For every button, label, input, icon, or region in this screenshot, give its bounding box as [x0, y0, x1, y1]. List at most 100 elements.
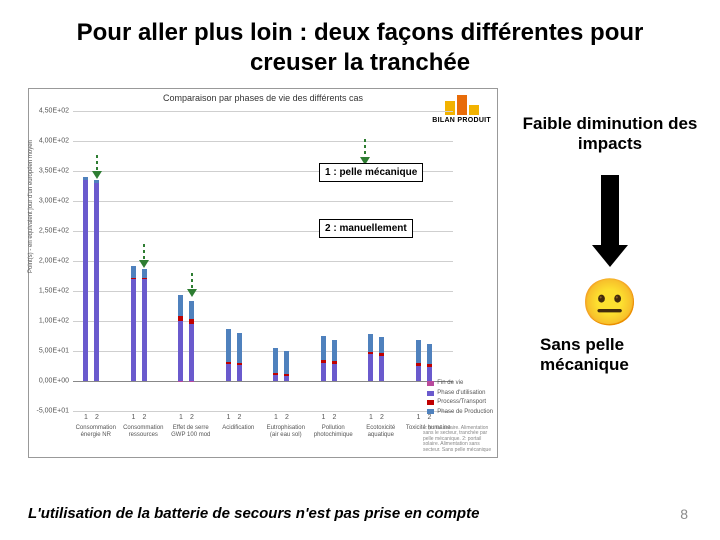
y-tick-label: 1,50E+02 [31, 288, 69, 295]
chart-bar [368, 352, 373, 354]
page-title: Pour aller plus loin : deux façons diffé… [0, 0, 720, 88]
chart-bar [226, 329, 231, 362]
faible-text: Faible diminution des impacts [520, 114, 700, 155]
sub-bar-index: 2 [377, 414, 387, 421]
chart-bar [321, 363, 326, 381]
chart-bar [332, 361, 337, 364]
chart-bar [427, 344, 432, 364]
category-label: Eutrophisation (air eau sol) [263, 425, 309, 438]
category-label: Effet de serre GWP 100 mod [168, 425, 214, 438]
y-tick-label: 3,00E+02 [31, 198, 69, 205]
chart-bar [273, 348, 278, 373]
y-tick-label: 0,00E+00 [31, 378, 69, 385]
sub-bar-index: 1 [223, 414, 233, 421]
grid-line [73, 141, 453, 142]
y-tick-label: 5,00E+01 [31, 348, 69, 355]
chart-bar [237, 363, 242, 365]
green-arrow-icon [92, 171, 102, 179]
chart-bar [94, 180, 99, 183]
chart-bar [321, 336, 326, 360]
y-tick-label: 3,50E+02 [31, 168, 69, 175]
y-tick-label: -5,00E+01 [31, 408, 69, 415]
grid-line [73, 111, 453, 112]
chart-bar [427, 364, 432, 367]
chart-plot-area: -5,00E+010,00E+005,00E+011,00E+021,50E+0… [73, 111, 453, 411]
chart-bar [226, 362, 231, 364]
green-arrow-icon [139, 260, 149, 268]
category-label: Ecotoxicité aquatique [358, 425, 404, 438]
sans-pelle-text: Sans pelle mécanique [520, 335, 700, 376]
chart-container: Comparaison par phases de vie des différ… [28, 88, 498, 458]
chart-bar [416, 340, 421, 363]
grid-line [73, 201, 453, 202]
sub-bar-index: 2 [139, 414, 149, 421]
sub-bar-index: 1 [413, 414, 423, 421]
y-tick-label: 1,00E+02 [31, 318, 69, 325]
sub-bar-index: 1 [366, 414, 376, 421]
chart-bar [178, 381, 183, 382]
chart-bar [416, 366, 421, 381]
sub-bar-index: 1 [271, 414, 281, 421]
chart-bar [332, 340, 337, 362]
chart-bar [368, 354, 373, 381]
page-number: 8 [680, 506, 688, 522]
chart-bar [178, 316, 183, 321]
chart-bar [321, 360, 326, 363]
grid-line [73, 381, 453, 382]
legend-item: Process/Transport [427, 398, 493, 406]
chart-bar [226, 364, 231, 381]
chart-bar [131, 279, 136, 381]
chart-bar [189, 381, 194, 382]
legend-item: Fin de vie [427, 379, 493, 387]
footer-note: L'utilisation de la batterie de secours … [28, 505, 479, 522]
category-label: Acidification [216, 425, 262, 432]
chart-bar [189, 324, 194, 381]
annotation-pelle-mecanique: 1 : pelle mécanique [319, 163, 423, 182]
category-label: Consommation ressources [121, 425, 167, 438]
chart-bar [237, 333, 242, 363]
chart-bar [189, 301, 194, 319]
y-tick-label: 2,50E+02 [31, 228, 69, 235]
legend-item: Phase de Production [427, 408, 493, 416]
sub-bar-index: 2 [234, 414, 244, 421]
chart-bar [273, 375, 278, 381]
chart-bar [379, 353, 384, 355]
y-tick-label: 4,50E+02 [31, 108, 69, 115]
y-tick-label: 2,00E+02 [31, 258, 69, 265]
chart-bar [142, 279, 147, 381]
chart-bar [284, 374, 289, 376]
chart-bar [83, 180, 88, 381]
down-arrow-icon [594, 175, 626, 267]
right-column: Faible diminution des impacts 😐 Sans pel… [520, 88, 700, 376]
chart-bar [131, 266, 136, 278]
green-dash-icon [364, 139, 366, 157]
sub-bar-index: 1 [128, 414, 138, 421]
chart-bar [237, 365, 242, 381]
chart-bar [379, 337, 384, 353]
chart-legend: Fin de viePhase d'utilisationProcess/Tra… [427, 379, 493, 417]
green-arrow-icon [187, 289, 197, 297]
chart-bar [94, 183, 99, 381]
chart-bar [379, 356, 384, 381]
category-label: Consommation énergie NR [73, 425, 119, 438]
sub-bar-index: 2 [92, 414, 102, 421]
chart-bar [178, 295, 183, 316]
chart-bar [284, 351, 289, 374]
chart-bar [332, 364, 337, 381]
chart-bar [189, 319, 194, 324]
sub-bar-index: 2 [187, 414, 197, 421]
chart-bar [178, 321, 183, 381]
chart-bar [131, 278, 136, 279]
y-axis-title: Point(s) - en equivalent jour d'un europ… [28, 140, 34, 273]
chart-bar [368, 334, 373, 352]
chart-bar [273, 373, 278, 375]
chart-bar [284, 376, 289, 381]
sub-bar-index: 1 [318, 414, 328, 421]
sub-bar-index: 1 [176, 414, 186, 421]
y-tick-label: 4,00E+02 [31, 138, 69, 145]
category-label: Pollution photochimique [311, 425, 357, 438]
chart-title: Comparaison par phases de vie des différ… [29, 89, 497, 105]
chart-bar [83, 177, 88, 180]
neutral-face-icon: 😐 [520, 279, 700, 325]
chart-bar [416, 363, 421, 366]
